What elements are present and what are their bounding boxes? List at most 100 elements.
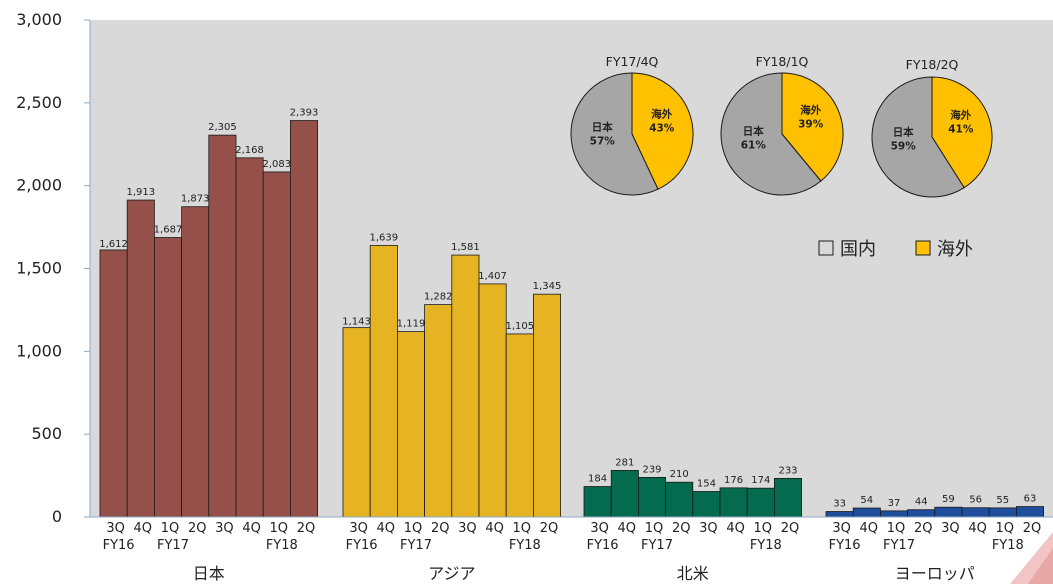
x-tick-label: 2Q — [188, 521, 207, 536]
data-label: 54 — [860, 495, 873, 506]
x-tick-label: 3Q — [941, 521, 960, 536]
pie-title: FY18/2Q — [906, 57, 959, 72]
data-label: 1,119 — [397, 319, 426, 330]
bar — [153, 237, 182, 518]
x-tick-label: 4Q — [377, 521, 396, 536]
data-label: 33 — [833, 499, 846, 510]
fy-label: FY17 — [883, 538, 915, 553]
y-tick-label: 1,000 — [16, 341, 62, 360]
y-axis: 0 500 1,000 1,500 2,000 2,500 3,000 — [16, 10, 91, 526]
data-label: 63 — [1024, 494, 1037, 505]
x-tick-label: 1Q — [645, 521, 664, 536]
bar — [262, 171, 291, 518]
bar — [852, 507, 881, 518]
fy-label: FY17 — [400, 538, 432, 553]
pie-slice-value: 43% — [649, 122, 675, 134]
data-label: 176 — [724, 475, 743, 486]
legend-entry: 国内 — [818, 239, 876, 260]
pie-slice — [720, 72, 822, 196]
x-tick-label: 3Q — [699, 521, 718, 536]
x-tick-label: 4Q — [618, 521, 637, 536]
category-label: 北米 — [677, 564, 709, 583]
bar — [235, 157, 264, 518]
bar — [825, 511, 854, 518]
data-label: 1,282 — [424, 292, 453, 303]
y-tick-label: 2,000 — [16, 176, 62, 195]
legend-swatch — [818, 240, 834, 256]
bar — [478, 283, 507, 518]
pie-slice — [871, 76, 965, 198]
data-label: 1,639 — [369, 232, 398, 243]
data-label: 2,168 — [235, 145, 264, 156]
bar — [934, 506, 963, 518]
x-tick-label: 4Q — [134, 521, 153, 536]
x-tick-label: 3Q — [349, 521, 368, 536]
bar — [692, 491, 721, 518]
pie-slice-label: 日本 — [743, 124, 764, 137]
pie-slice — [631, 72, 694, 190]
bar — [961, 507, 990, 518]
x-tick-label: 3Q — [832, 521, 851, 536]
x-tick-label: 1Q — [161, 521, 180, 536]
bar-group: 1,612 1,913 1,687 1,873 2,305 2,168 2,083 2,393 — [99, 108, 318, 518]
pie-slice-value: 57% — [590, 136, 616, 148]
data-label: 1,407 — [478, 271, 507, 282]
bar — [126, 199, 155, 518]
x-tick-label: 2Q — [540, 521, 559, 536]
x-tick-label: 4Q — [485, 521, 504, 536]
x-tick-label: 2Q — [781, 521, 800, 536]
bar-group: 1,143 1,639 1,119 1,282 1,581 1,407 1,105 1,345 — [342, 232, 562, 518]
fy-label: FY17 — [157, 538, 189, 553]
x-tick-label: 4Q — [726, 521, 745, 536]
pie-slice-value: 39% — [798, 119, 824, 131]
corner-decoration-inner — [1028, 548, 1053, 584]
y-tick-label: 2,500 — [16, 93, 62, 112]
y-tick-label: 3,000 — [16, 10, 62, 29]
category-label: アジア — [428, 564, 475, 583]
legend-label: 国内 — [840, 239, 876, 260]
fy-label: FY18 — [266, 538, 298, 553]
data-label: 210 — [670, 469, 689, 480]
x-tick-label: 1Q — [754, 521, 773, 536]
x-tick-label: 2Q — [914, 521, 933, 536]
x-axis-labels: 3Q 4Q 1Q 2Q 3Q 4Q 1Q 2Q FY16 FY17 FY18 日本 3Q 4Q 1Q 2Q 3Q… — [90, 516, 1053, 583]
x-tick-label: 1Q — [404, 521, 423, 536]
pie-chart: FY18/2Q 海外 41% 日本 59% — [871, 57, 993, 198]
bar — [396, 331, 425, 518]
pie-slice-label: 海外 — [950, 109, 971, 122]
fy-label: FY18 — [992, 538, 1024, 553]
bar — [342, 327, 371, 518]
bar — [907, 509, 936, 518]
bar — [610, 470, 639, 518]
pie-chart: FY18/1Q 海外 39% 日本 61% — [720, 54, 844, 196]
data-label: 1,345 — [533, 281, 562, 292]
bar — [99, 249, 128, 518]
x-tick-label: 1Q — [887, 521, 906, 536]
x-tick-label: 3Q — [106, 521, 125, 536]
bar — [208, 134, 237, 518]
bar — [369, 245, 398, 518]
legend-swatch — [915, 240, 931, 256]
bar — [988, 507, 1017, 518]
y-tick-label: 1,500 — [16, 259, 62, 278]
data-label: 1,873 — [181, 194, 210, 205]
pie-slice-label: 日本 — [893, 125, 914, 138]
data-label: 233 — [778, 465, 797, 476]
bar-group: 184 281 239 210 154 176 174 233 — [583, 457, 803, 518]
fy-label: FY17 — [641, 538, 673, 553]
fy-label: FY16 — [346, 538, 378, 553]
bar — [424, 304, 453, 518]
bar — [774, 477, 803, 518]
fy-label: FY16 — [587, 538, 619, 553]
x-tick-label: 2Q — [297, 521, 316, 536]
bar — [638, 477, 667, 518]
fy-label: FY18 — [509, 538, 541, 553]
data-label: 2,083 — [262, 159, 291, 170]
data-label: 1,913 — [126, 187, 155, 198]
bar — [665, 481, 694, 518]
data-label: 1,687 — [154, 225, 183, 236]
bar — [533, 293, 562, 518]
pie-slice-value: 61% — [741, 139, 767, 151]
